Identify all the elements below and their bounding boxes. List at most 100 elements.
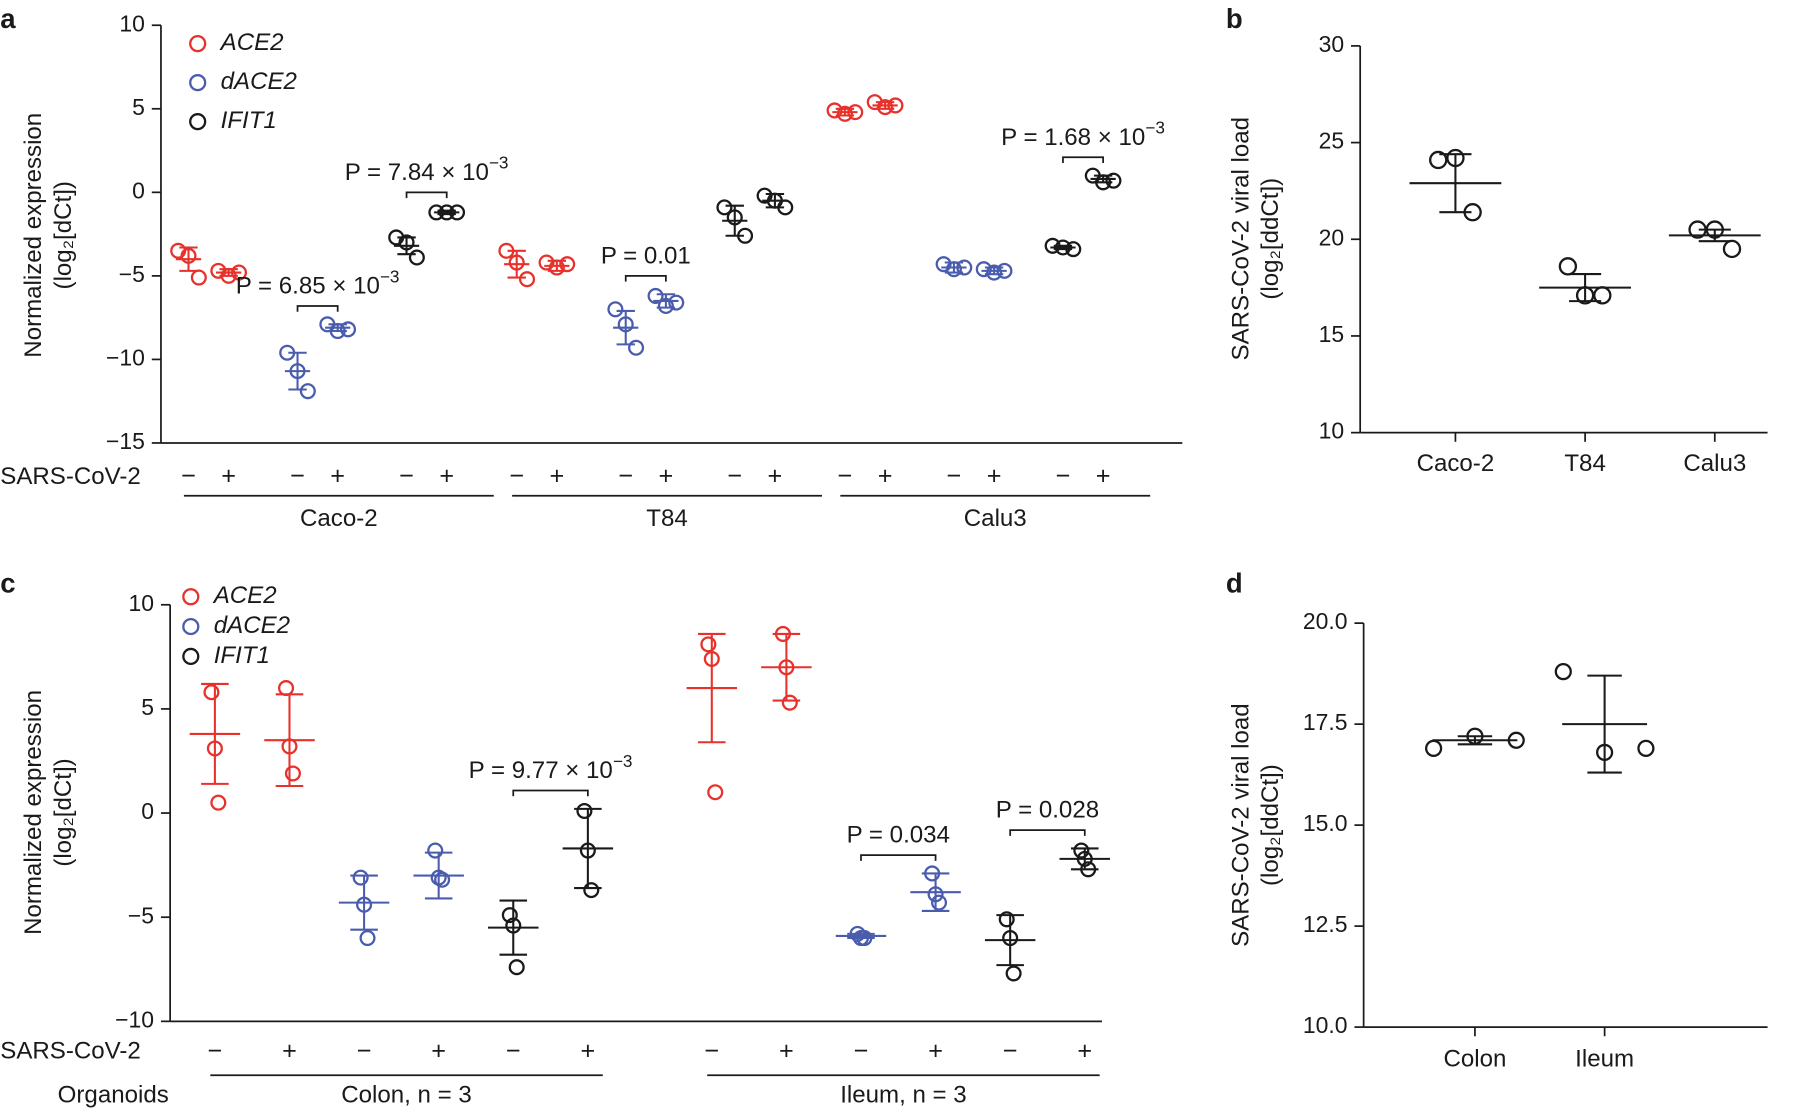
data-point <box>774 625 791 642</box>
data-point <box>856 929 873 947</box>
data-point <box>408 249 425 266</box>
data-point <box>352 869 369 886</box>
condition-sign: − <box>854 1037 869 1065</box>
p-value-text: P = 9.77 × 10 <box>469 758 613 785</box>
data-point <box>1065 241 1082 258</box>
condition-sign: + <box>878 462 893 490</box>
p-value: P = 1.68 × 10−3 <box>1001 117 1165 151</box>
data-point <box>284 765 301 782</box>
data-point <box>1507 731 1525 749</box>
significance-bar <box>624 275 667 282</box>
condition-sign: − <box>181 462 196 490</box>
significance-bar <box>1009 829 1086 836</box>
legend-label: dACE2 <box>214 612 291 639</box>
data-point <box>498 242 515 259</box>
data-point <box>434 871 451 888</box>
data-point <box>1637 739 1655 757</box>
p-value: P = 0.034 <box>847 822 950 849</box>
condition-sign: + <box>431 1037 446 1065</box>
y-tick-label: 5 <box>132 94 145 120</box>
condition-sign: − <box>618 462 633 490</box>
data-point <box>996 262 1013 279</box>
condition-sign: − <box>399 462 414 490</box>
cluster-label: Ileum, n = 3 <box>840 1081 966 1108</box>
p-value-text: P = 6.85 × 10 <box>236 273 380 300</box>
x-tick-label: Ileum <box>1575 1046 1634 1073</box>
data-point <box>220 267 237 284</box>
condition-sign: − <box>357 1037 372 1065</box>
legend-marker <box>182 617 200 636</box>
legend-marker <box>189 74 207 92</box>
condition-sign: + <box>1077 1037 1092 1065</box>
significance-bar <box>512 789 589 797</box>
data-point <box>700 636 717 653</box>
data-point <box>1554 662 1572 681</box>
condition-sign: + <box>768 462 783 490</box>
data-point <box>519 271 536 288</box>
y-tick-label: 0 <box>141 798 154 824</box>
y-axis-label: (log₂[ddCt]) <box>1257 178 1284 300</box>
x-axis-label: Organoids <box>58 1081 169 1108</box>
y-axis-label: Normalized expression <box>20 113 47 358</box>
data-point <box>278 680 295 697</box>
data-point <box>1429 150 1448 170</box>
data-point <box>579 842 596 859</box>
data-point <box>647 287 664 304</box>
data-point <box>501 907 518 924</box>
x-tick-label: Calu3 <box>1683 450 1746 477</box>
condition-sign: − <box>290 462 305 490</box>
data-point <box>210 794 227 811</box>
p-value: P = 9.77 × 10−3 <box>469 750 633 784</box>
data-point <box>703 650 720 667</box>
data-point <box>777 199 794 216</box>
data-point <box>1095 174 1112 191</box>
y-tick-label: 20 <box>1319 224 1345 250</box>
data-point <box>576 802 593 820</box>
data-point <box>1005 965 1022 982</box>
y-tick-label: 20.0 <box>1303 608 1348 634</box>
p-value: P = 0.028 <box>996 797 1099 824</box>
y-axis-label: SARS-CoV-2 viral load <box>1227 117 1254 361</box>
legend-marker <box>189 113 207 131</box>
data-point <box>887 97 904 114</box>
y-axis-label: SARS-CoV-2 viral load <box>1227 703 1254 947</box>
significance-bar <box>1062 156 1104 164</box>
y-tick-label: 15 <box>1319 321 1345 347</box>
data-point <box>657 297 674 314</box>
data-point <box>190 269 207 286</box>
data-point <box>945 261 962 278</box>
legend-marker <box>189 35 207 53</box>
condition-sign: + <box>439 462 454 490</box>
data-point <box>203 684 220 701</box>
data-point <box>1044 237 1061 254</box>
y-tick-label: −5 <box>128 902 154 928</box>
significance-bar <box>296 305 339 312</box>
p-value-text: P = 1.68 × 10 <box>1001 124 1145 151</box>
data-point <box>607 301 624 318</box>
data-point <box>1466 727 1484 745</box>
data-point <box>329 322 346 340</box>
data-point <box>927 886 944 903</box>
y-tick-label: 12.5 <box>1303 911 1348 937</box>
panel-letter: b <box>1226 3 1243 34</box>
data-point <box>449 204 466 221</box>
p-value-text: P = 0.028 <box>996 797 1099 824</box>
data-point <box>438 204 455 221</box>
y-axis-label: (log₂[dCt]) <box>50 181 77 289</box>
y-tick-label: 17.5 <box>1303 709 1348 735</box>
data-point <box>427 842 444 859</box>
condition-sign: + <box>987 462 1002 490</box>
data-point <box>1105 172 1122 189</box>
data-point <box>356 896 373 913</box>
data-point <box>206 740 223 757</box>
data-point <box>299 383 316 400</box>
condition-sign: + <box>550 462 565 490</box>
data-point <box>1705 220 1724 239</box>
condition-sign: − <box>1056 462 1071 490</box>
data-point <box>1054 239 1071 256</box>
data-point <box>1425 739 1443 757</box>
condition-sign: − <box>704 1037 719 1065</box>
condition-sign: + <box>928 1037 943 1065</box>
data-point <box>924 865 941 882</box>
